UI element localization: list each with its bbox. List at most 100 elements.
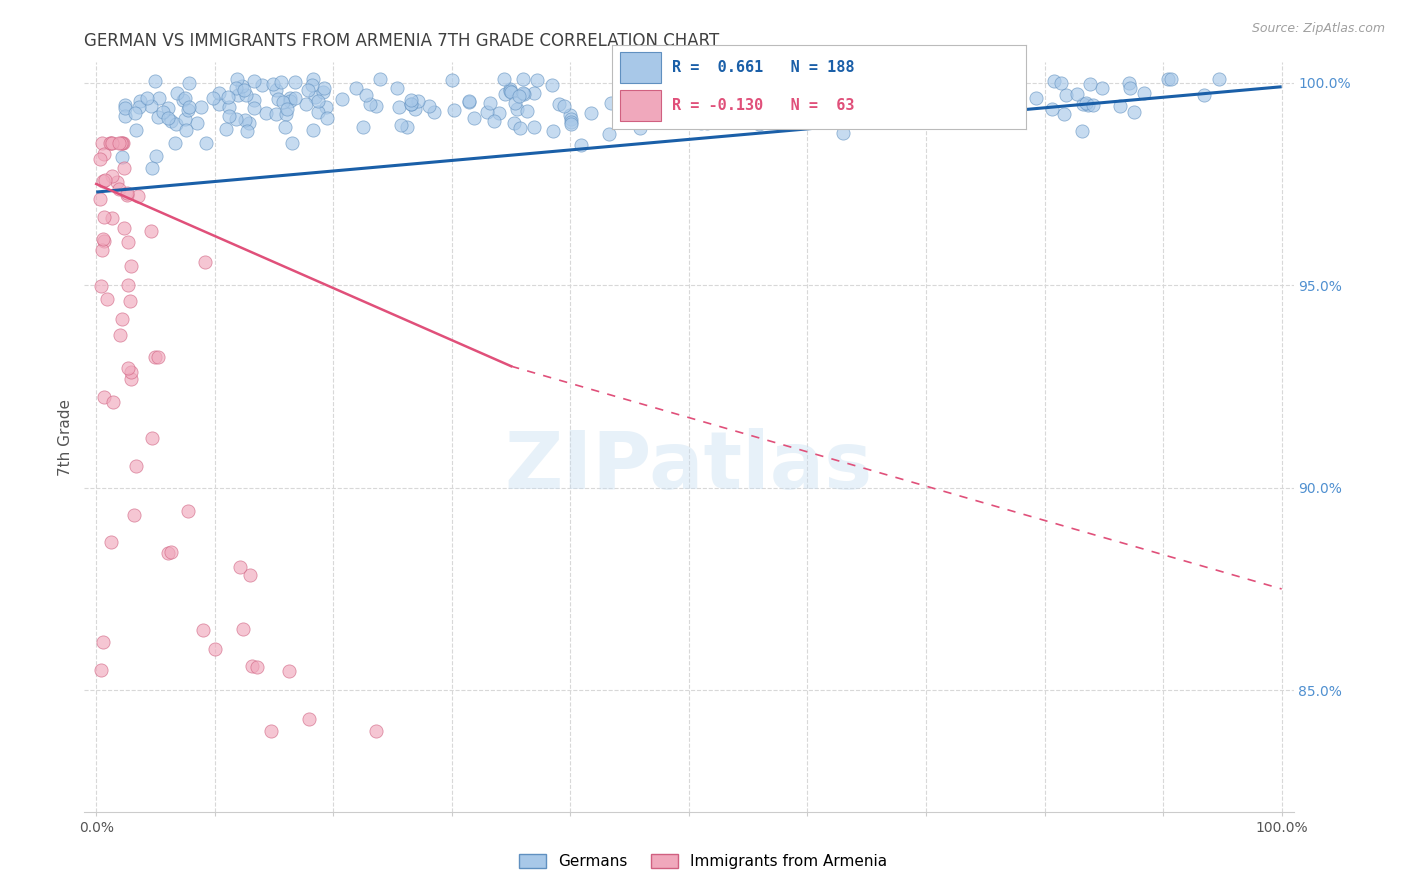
Point — [111, 312, 134, 326]
Point — [868, 100, 890, 114]
Point — [503, 96, 526, 111]
Point — [803, 94, 825, 108]
Point — [217, 90, 239, 104]
Text: GERMAN VS IMMIGRANTS FROM ARMENIA 7TH GRADE CORRELATION CHART: GERMAN VS IMMIGRANTS FROM ARMENIA 7TH GR… — [84, 32, 720, 50]
Point — [100, 136, 122, 151]
Point — [229, 560, 252, 574]
Point — [91, 231, 114, 245]
Point — [114, 109, 136, 123]
Point — [139, 99, 162, 113]
Point — [93, 211, 115, 225]
Point — [280, 91, 302, 105]
Point — [281, 136, 304, 151]
Point — [177, 503, 200, 517]
Point — [91, 136, 114, 151]
Point — [932, 97, 955, 112]
Point — [463, 111, 485, 125]
Point — [418, 99, 440, 113]
Point — [440, 73, 463, 87]
Point — [512, 87, 534, 101]
Point — [652, 71, 675, 86]
Point — [235, 124, 257, 138]
Point — [156, 546, 179, 560]
Point — [1119, 81, 1142, 95]
Point — [423, 105, 446, 120]
Point — [191, 623, 214, 637]
Point — [160, 545, 183, 559]
Point — [98, 136, 121, 151]
Point — [90, 279, 112, 293]
Point — [800, 71, 823, 86]
Point — [512, 71, 534, 86]
Point — [297, 83, 319, 97]
Point — [243, 93, 266, 107]
Text: ZIPatlas: ZIPatlas — [505, 428, 873, 506]
Point — [298, 712, 321, 726]
Point — [385, 81, 408, 95]
Point — [239, 568, 262, 582]
Point — [266, 107, 288, 121]
Point — [114, 98, 136, 112]
Point — [689, 116, 711, 130]
Point — [832, 126, 855, 140]
Point — [307, 95, 329, 109]
Point — [141, 161, 163, 175]
Point — [218, 109, 240, 123]
Point — [553, 99, 575, 113]
Point — [516, 103, 538, 118]
Point — [93, 390, 115, 404]
Point — [112, 220, 135, 235]
Point — [1091, 81, 1114, 95]
Point — [91, 243, 114, 257]
Point — [598, 128, 620, 142]
Text: Source: ZipAtlas.com: Source: ZipAtlas.com — [1251, 22, 1385, 36]
Point — [101, 395, 124, 409]
Point — [280, 94, 302, 108]
Point — [628, 121, 651, 136]
Point — [173, 91, 195, 105]
Point — [108, 136, 131, 151]
Point — [101, 211, 124, 226]
Point — [1118, 76, 1140, 90]
Point — [156, 111, 179, 125]
Point — [148, 110, 170, 124]
Point — [194, 255, 217, 269]
Point — [231, 78, 253, 93]
Point — [1160, 71, 1182, 86]
Point — [787, 92, 810, 106]
Point — [558, 107, 581, 121]
Point — [295, 97, 318, 112]
Point — [494, 87, 516, 101]
Point — [207, 97, 229, 112]
Point — [127, 188, 149, 202]
Point — [145, 148, 167, 162]
Point — [579, 106, 602, 120]
Point — [395, 120, 418, 134]
Point — [804, 79, 827, 94]
Point — [96, 292, 118, 306]
Point — [254, 105, 277, 120]
Point — [823, 86, 845, 100]
Point — [274, 120, 297, 135]
Point — [225, 112, 247, 126]
Point — [225, 80, 247, 95]
Point — [124, 106, 146, 120]
Point — [1050, 77, 1073, 91]
Point — [264, 83, 287, 97]
Point — [91, 174, 114, 188]
Point — [195, 136, 218, 150]
Point — [846, 74, 869, 88]
Point — [387, 99, 409, 113]
Point — [523, 86, 546, 100]
Point — [1053, 107, 1076, 121]
Point — [389, 118, 412, 132]
Point — [443, 103, 465, 118]
Point — [108, 328, 131, 343]
Point — [111, 136, 134, 151]
Point — [93, 234, 115, 248]
Point — [600, 95, 623, 110]
Point — [501, 85, 523, 99]
Point — [284, 91, 307, 105]
Point — [112, 136, 135, 151]
Point — [202, 91, 225, 105]
